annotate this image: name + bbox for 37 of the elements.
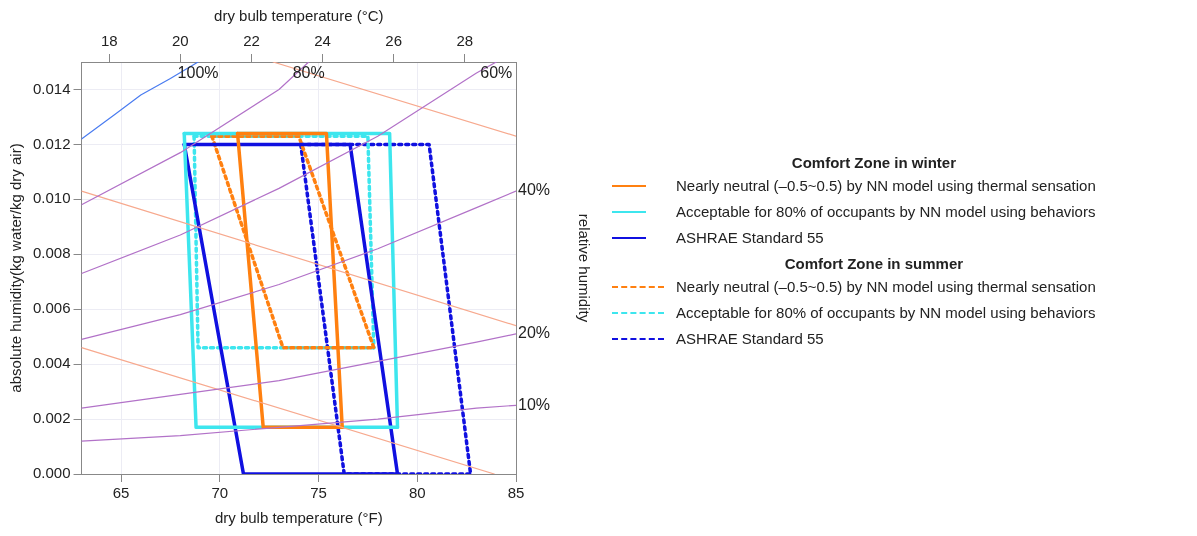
x-tick-label: 80	[408, 484, 426, 502]
annotation: 100%	[177, 64, 219, 82]
x-tick-label: 70	[211, 484, 229, 502]
x2-tick-label: 26	[385, 32, 403, 50]
x2-axis-title: dry bulb temperature (°C)	[214, 7, 384, 25]
y-tick-label: 0.002	[32, 409, 71, 427]
x-tick-label: 85	[507, 484, 525, 502]
legend-label: ASHRAE Standard 55	[676, 229, 824, 246]
legend-label: Acceptable for 80% of occupants by NN model using behaviors	[676, 304, 1096, 321]
annotation: 10%	[518, 395, 551, 413]
y-tick-label: 0.012	[32, 134, 71, 152]
x-tick-label: 75	[310, 484, 327, 502]
y-tick-label: 0.014	[32, 79, 71, 97]
x2-tick-label: 20	[172, 32, 189, 50]
x2-tick-label: 24	[314, 32, 331, 50]
x2-tick-label: 18	[100, 32, 118, 50]
y2-axis-title: relative humidity	[575, 213, 593, 323]
y-axis-title: absolute humidity(kg water/kg dry air)	[7, 143, 25, 393]
annotation: 40%	[518, 181, 551, 199]
legend-label: Nearly neutral (‒0.5~0.5) by NN model using thermal sensation	[676, 177, 1096, 194]
x-axis-title: dry bulb temperature (°F)	[214, 509, 383, 527]
text: Comfort Zone in winter	[790, 154, 957, 171]
y-tick-label: 0.010	[32, 189, 71, 207]
x-tick-label: 65	[112, 484, 130, 502]
y-tick-label: 0.000	[32, 464, 71, 482]
x2-tick-label: 22	[243, 32, 260, 50]
y-tick-label: 0.006	[32, 299, 71, 317]
y-tick-label: 0.008	[32, 244, 71, 262]
text: Comfort Zone in summer	[783, 255, 965, 272]
legend-label: ASHRAE Standard 55	[676, 330, 824, 347]
legend-label: Acceptable for 80% of occupants by NN model using behaviors	[676, 203, 1096, 220]
annotation: 60%	[480, 64, 513, 82]
annotation: 80%	[292, 64, 325, 82]
x2-tick-label: 28	[456, 32, 474, 50]
y-tick-label: 0.004	[32, 354, 71, 372]
legend-label: Nearly neutral (‒0.5~0.5) by NN model using thermal sensation	[676, 278, 1096, 295]
annotation: 20%	[518, 324, 551, 342]
